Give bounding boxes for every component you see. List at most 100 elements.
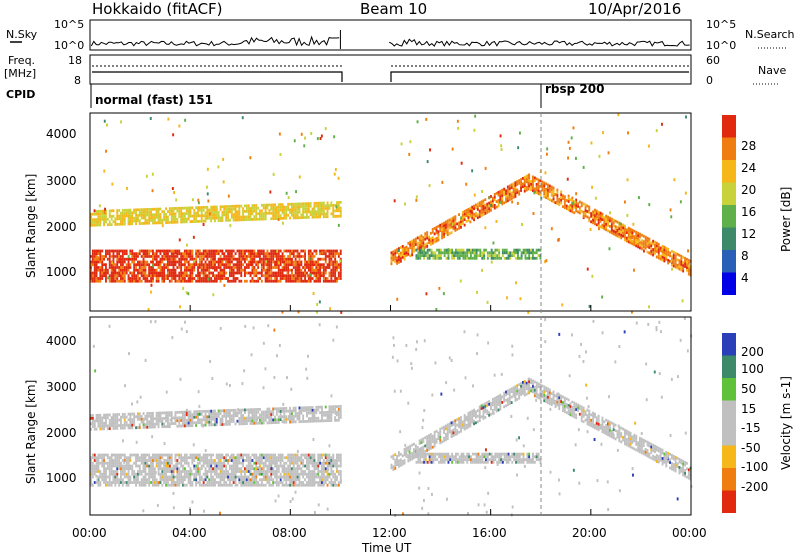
power-cell (206, 279, 209, 283)
power-cell (118, 266, 121, 269)
power-cell (332, 263, 335, 267)
velocity-cell (91, 414, 94, 417)
power-cell (91, 255, 94, 258)
power-cell (302, 266, 305, 269)
power-cell (103, 217, 105, 221)
velocity-cell (165, 481, 167, 484)
power-cell (289, 279, 291, 283)
power-cell (208, 212, 211, 216)
velocity-cell (121, 459, 124, 462)
power-cell (330, 201, 333, 205)
velocity-cell (253, 461, 256, 465)
velocity-cell (296, 478, 299, 482)
power-cell (620, 228, 623, 231)
cpid-mode-normal: normal (fast) 151 (95, 93, 213, 107)
velocity-cell (285, 418, 288, 421)
power-cell (152, 266, 154, 269)
velocity-cell (279, 456, 282, 460)
velocity-cell (292, 467, 295, 471)
velocity-cell (142, 461, 145, 465)
power-cell (111, 182, 114, 186)
velocity-cell (95, 467, 98, 471)
nsky-label: N.Sky (6, 28, 38, 41)
velocity-cell (108, 472, 111, 476)
velocity-cell (191, 453, 194, 457)
power-ytick-2000: 2000 (46, 220, 77, 234)
power-cell (616, 229, 619, 232)
power-cell (144, 219, 147, 222)
power-cell (126, 186, 128, 190)
velocity-cell (189, 453, 192, 457)
power-cell (467, 218, 470, 222)
power-cell (148, 279, 151, 283)
power-cell (146, 208, 149, 211)
velocity-cell (244, 472, 246, 476)
power-cell (403, 246, 406, 250)
power-cell (140, 260, 143, 264)
velocity-cell (168, 483, 171, 487)
power-cell (146, 274, 149, 278)
power-cell (234, 207, 237, 211)
power-cell (208, 266, 211, 269)
velocity-cell (291, 456, 293, 460)
power-cell (409, 240, 412, 244)
power-cell (543, 181, 546, 185)
power-cell (456, 256, 459, 260)
power-cell (266, 212, 269, 215)
velocity-cell (103, 427, 105, 431)
power-cell (274, 211, 276, 215)
power-cell (120, 217, 122, 221)
power-cell (219, 271, 222, 275)
power-cell (262, 260, 265, 264)
velocity-cell (91, 483, 94, 487)
power-cell (317, 268, 320, 272)
power-cell (496, 248, 499, 252)
power-cell (153, 221, 156, 225)
power-cell (337, 266, 340, 269)
power-cell (217, 213, 220, 217)
power-cell (249, 156, 252, 160)
velocity-cell (249, 472, 252, 476)
power-cell (107, 276, 110, 280)
power-cell (217, 165, 220, 169)
power-cell (148, 274, 151, 278)
power-cell (454, 226, 457, 230)
velocity-cell (242, 481, 244, 484)
power-cell (125, 268, 128, 272)
velocity-cell (168, 456, 171, 460)
power-cell (292, 279, 295, 283)
velocity-cell (229, 417, 231, 421)
velocity-cell (159, 478, 162, 482)
power-cell (133, 263, 136, 267)
power-cell (336, 260, 338, 264)
power-cell (238, 252, 241, 256)
power-cell (159, 260, 162, 264)
power-cell (339, 268, 342, 272)
power-cell (435, 308, 438, 311)
velocity-cell (198, 456, 201, 460)
velocity-cell (214, 417, 216, 421)
power-cell (486, 211, 489, 214)
velocity-cell (283, 475, 286, 479)
velocity-cell (138, 423, 141, 427)
velocity-cell (137, 415, 139, 418)
power-cell (236, 204, 239, 208)
power-cell (148, 268, 151, 272)
velocity-cell (204, 475, 207, 479)
power-cell (321, 201, 323, 205)
velocity-cell (242, 470, 244, 473)
velocity-cell (140, 481, 143, 484)
velocity-cell (99, 481, 102, 484)
power-cell (232, 266, 235, 269)
velocity-cell (120, 481, 122, 484)
velocity-cell (330, 461, 333, 465)
power-cell (127, 217, 130, 220)
power-cell (221, 210, 224, 214)
power-cell (571, 210, 574, 214)
power-cell (522, 185, 524, 189)
velocity-cell (153, 459, 156, 462)
velocity-cell (114, 427, 117, 430)
power-cell (332, 268, 335, 272)
power-cell (210, 277, 213, 280)
velocity-cell (123, 467, 126, 471)
